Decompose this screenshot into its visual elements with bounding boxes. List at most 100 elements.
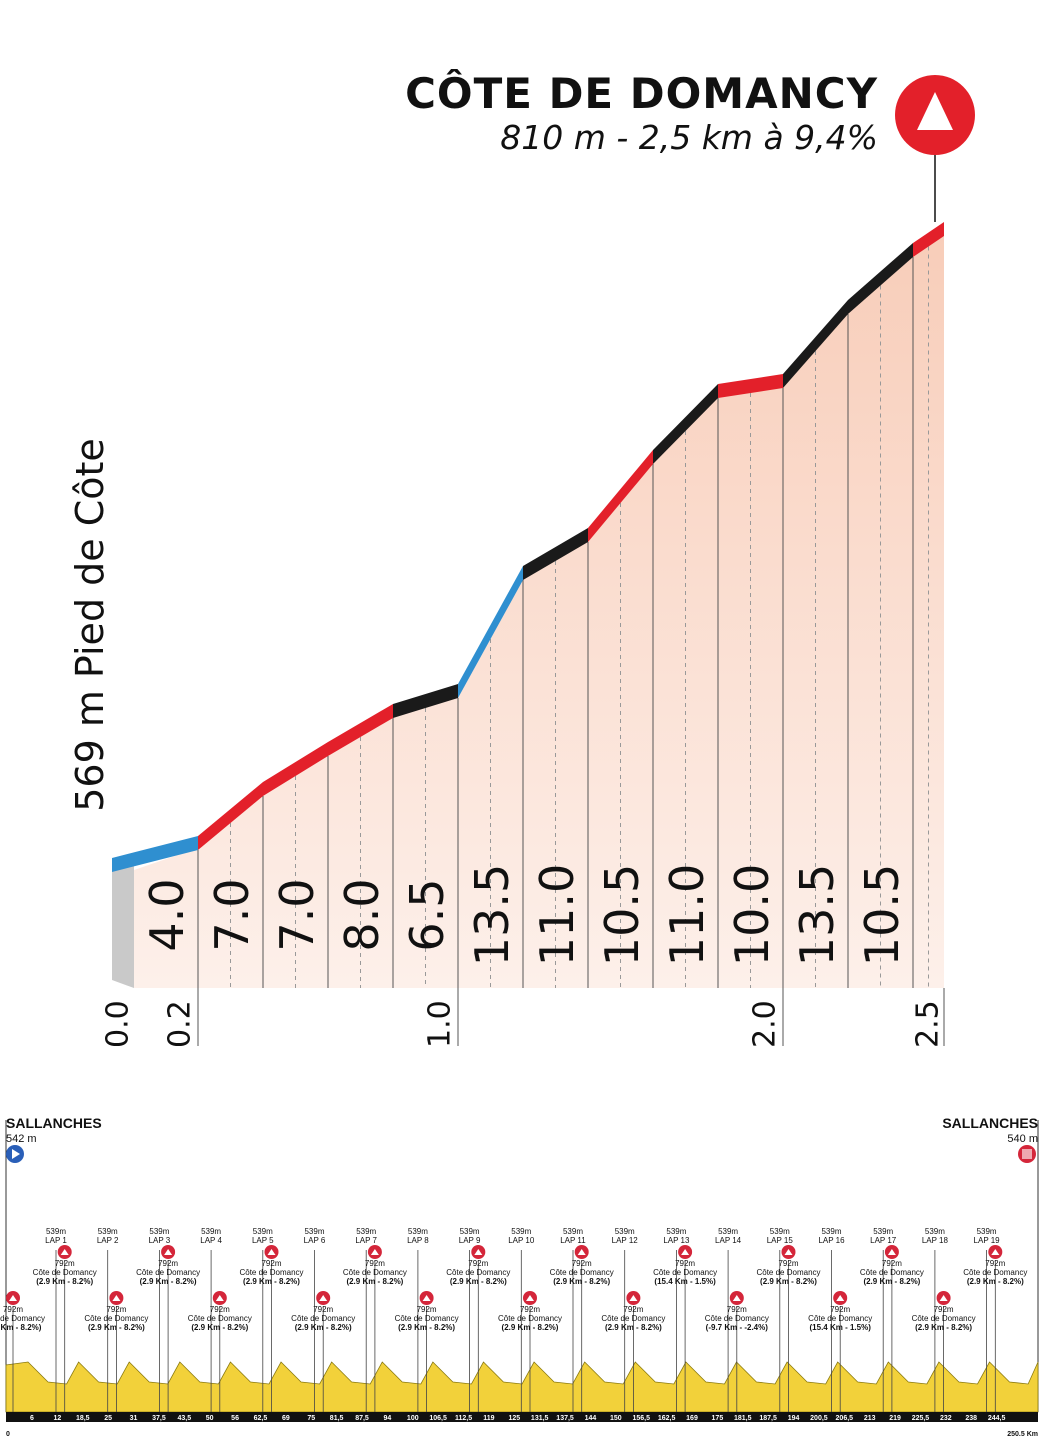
climb-detail: (-9.7 Km - -2.4%) — [706, 1323, 769, 1332]
lap-label: LAP 3 — [149, 1236, 171, 1245]
climb-name: Côte de Domancy — [291, 1314, 355, 1323]
climb-detail: (15.4 Km - 1.5%) — [810, 1323, 872, 1332]
climb-icon-glyph — [9, 1295, 17, 1301]
climb-name: Côte de Domancy — [239, 1268, 303, 1277]
segment-grade-label: 7.0 — [270, 878, 324, 951]
profile-segment-strip — [523, 528, 588, 580]
climb-detail: (2.9 Km - 8.2%) — [36, 1277, 93, 1286]
km-tick-label: 2.0 — [748, 1000, 783, 1048]
climb-detail: (2.9 Km - 8.2%) — [605, 1323, 662, 1332]
segment-grade-label: 10.5 — [855, 864, 909, 966]
climb-altitude: 792m — [261, 1259, 281, 1268]
lap-altitude: 539m — [356, 1227, 376, 1236]
climb-altitude: 792m — [106, 1305, 126, 1314]
km-mark: 94 — [383, 1415, 391, 1422]
lap-altitude: 539m — [304, 1227, 324, 1236]
km-tick-label: 2.5 — [911, 1000, 946, 1048]
km-mark: 213 — [864, 1415, 876, 1422]
climb-name: Côte de Domancy — [498, 1314, 562, 1323]
climb-name: Côte de Domancy — [756, 1268, 820, 1277]
climb-altitude: 792m — [882, 1259, 902, 1268]
climb-altitude: 792m — [210, 1305, 230, 1314]
climb-icon-glyph — [732, 1295, 741, 1301]
km-mark: 175 — [712, 1415, 724, 1422]
km-mark: 225,5 — [912, 1415, 930, 1422]
climb-detail: (15.4 Km - 1.5%) — [654, 1277, 716, 1286]
segment-grade-label: 8.0 — [335, 878, 389, 951]
summit-triangle — [917, 92, 953, 130]
climb-altitude: 792m — [55, 1259, 75, 1268]
km-mark: 232 — [940, 1415, 952, 1422]
lap-label: LAP 9 — [459, 1236, 481, 1245]
climb-name: Côte de Domancy — [653, 1268, 717, 1277]
lap-label: LAP 4 — [200, 1236, 222, 1245]
climb-profile: 4.0 7.0 7.0 8.0 6.5 13.5 11.0 10.5 11.0 10.0 13.5 1… — [101, 75, 975, 1048]
km-mark: 37,5 — [152, 1415, 166, 1422]
km-mark: 169 — [686, 1415, 698, 1422]
km-mark: 244,5 — [988, 1415, 1006, 1422]
climb-altitude: 792m — [985, 1259, 1005, 1268]
km-mark: 144 — [585, 1415, 597, 1422]
climb-icon-glyph — [267, 1249, 276, 1255]
km-mark: 75 — [307, 1415, 315, 1422]
profile-side-shade — [112, 858, 134, 988]
lap-label: LAP 7 — [355, 1236, 377, 1245]
lap-altitude: 539m — [563, 1227, 583, 1236]
climb-detail: (2.9 Km - 8.2%) — [398, 1323, 455, 1332]
lap-label: LAP 8 — [407, 1236, 429, 1245]
km-mark: 112,5 — [455, 1415, 472, 1422]
segment-grade-label: 11.0 — [530, 864, 584, 966]
lap-altitude: 539m — [770, 1227, 790, 1236]
km-tick-label: 0.2 — [163, 1000, 198, 1048]
km-mark: 187,5 — [759, 1415, 777, 1422]
climb-detail: (2.9 Km - 8.2%) — [450, 1277, 507, 1286]
finish-town: SALLANCHES — [942, 1115, 1038, 1131]
profile-segment-strip — [588, 450, 653, 542]
climb-name: Côte de Domancy — [343, 1268, 407, 1277]
lap-label: LAP 5 — [252, 1236, 274, 1245]
km-mark: 87,5 — [355, 1415, 369, 1422]
lap-altitude: 539m — [149, 1227, 169, 1236]
segment-grade-label: 11.0 — [660, 864, 714, 966]
km-mark: 56 — [231, 1415, 239, 1422]
climb-detail: (2.9 Km - 8.2%) — [243, 1277, 300, 1286]
km-mark: 206,5 — [836, 1415, 854, 1422]
climb-detail: (2.9 Km - 8.2%) — [191, 1323, 248, 1332]
lap-altitude: 539m — [925, 1227, 945, 1236]
climb-name: Côte de Domancy — [912, 1314, 976, 1323]
segment-grade-label: 13.5 — [790, 864, 844, 966]
climb-detail: (2.9 Km - 8.2%) — [88, 1323, 145, 1332]
climb-icon-glyph — [991, 1249, 1000, 1255]
km-mark: 81,5 — [330, 1415, 344, 1422]
climb-subtitle: 810 m - 2,5 km à 9,4% — [500, 118, 878, 157]
km-mark: 162,5 — [658, 1415, 676, 1422]
climb-detail: (2.9 Km - 8.2%) — [502, 1323, 559, 1332]
segment-grade-label: 6.5 — [400, 878, 454, 951]
lap-label: LAP 12 — [612, 1236, 639, 1245]
start-altitude: 542 m — [6, 1133, 37, 1145]
lap-label: LAP 16 — [818, 1236, 845, 1245]
climb-altitude: 792m — [3, 1305, 23, 1314]
finish-flag-glyph — [1022, 1149, 1032, 1159]
climb-icon-glyph — [526, 1295, 534, 1301]
climb-name: Côte de Domancy — [601, 1314, 665, 1323]
climb-name: Côte de Domancy — [33, 1268, 97, 1277]
climb-altitude: 792m — [778, 1259, 798, 1268]
lap-label: LAP 15 — [767, 1236, 794, 1245]
finish-altitude: 540 m — [1007, 1133, 1038, 1145]
climb-detail: (2.9 Km - 8.2%) — [915, 1323, 972, 1332]
lap-altitude: 539m — [977, 1227, 997, 1236]
segment-grade-label: 10.5 — [595, 864, 649, 966]
climb-altitude: 792m — [830, 1305, 850, 1314]
climb-icon-glyph — [370, 1249, 379, 1255]
profile-segment-strip — [263, 742, 328, 796]
km-mark: 106,5 — [429, 1415, 447, 1422]
lap-label: LAP 11 — [560, 1236, 586, 1245]
lap-label: LAP 17 — [870, 1236, 897, 1245]
climb-icon-glyph — [887, 1249, 896, 1255]
climb-icon-glyph — [681, 1249, 690, 1255]
lap-altitude: 539m — [46, 1227, 66, 1236]
climb-name: Côte de Domancy — [84, 1314, 148, 1323]
start-town: SALLANCHES — [6, 1115, 102, 1131]
climb-title-block: CÔTE DE DOMANCY 810 m - 2,5 km à 9,4% — [405, 70, 878, 158]
